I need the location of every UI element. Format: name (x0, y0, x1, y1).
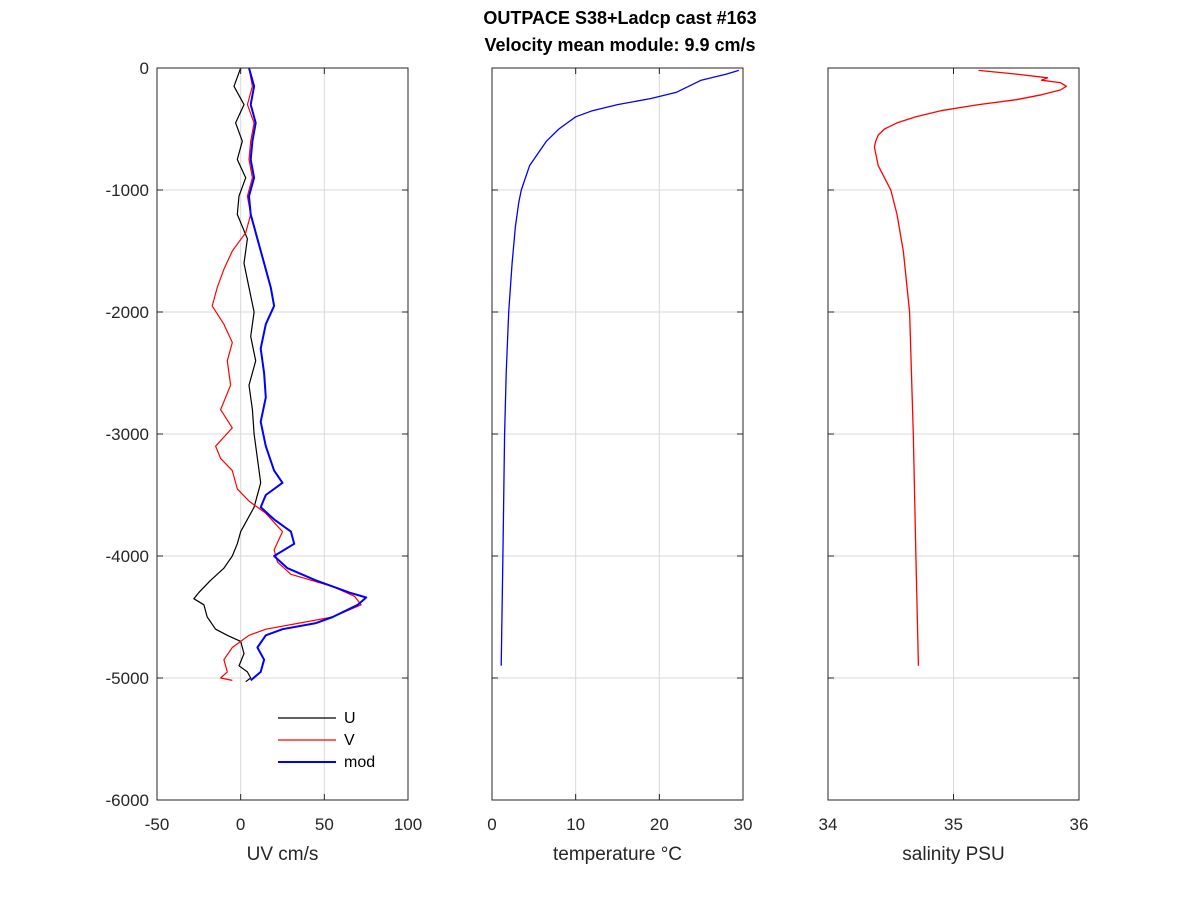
chart-panel-3: 34 35 36 salinity PSU (819, 67, 1089, 865)
chart-panel-2: 0 10 20 30 temperature °C (487, 67, 753, 865)
x-axis-label: temperature °C (553, 844, 682, 865)
x-tick-label: 0 (487, 815, 496, 834)
y-tick-label: -2000 (106, 303, 149, 322)
y-tick-label: -1000 (106, 181, 149, 200)
series-line-u (193, 67, 262, 683)
x-tick-label: 36 (1070, 815, 1089, 834)
series-line-mod (248, 67, 368, 682)
x-axis-label: UV cm/s (247, 844, 319, 865)
y-tick-label: -4000 (106, 547, 149, 566)
legend-label-v: V (344, 732, 355, 749)
series-line-v (211, 67, 362, 681)
x-tick-label: 50 (315, 815, 334, 834)
y-tick-label: -5000 (106, 669, 149, 688)
y-tick-label: 0 (140, 59, 149, 78)
legend-label-u: U (344, 710, 356, 727)
y-tick-label: -6000 (106, 791, 149, 810)
x-tick-label: 34 (819, 815, 838, 834)
legend-label-mod: mod (344, 754, 375, 771)
x-tick-label: 30 (734, 815, 753, 834)
chart-title-line1: OUTPACE S38+Ladcp cast #163 (483, 8, 756, 28)
x-tick-label: -50 (145, 815, 170, 834)
x-tick-label: 35 (944, 815, 963, 834)
x-tick-label: 100 (394, 815, 422, 834)
y-tick-label: -3000 (106, 425, 149, 444)
x-tick-label: 10 (566, 815, 585, 834)
series-line-temperature (500, 69, 739, 666)
plot-panels: -50 0 50 100-6000-5000-4000-3000-2000-10000… (106, 59, 1089, 865)
x-axis-label: salinity PSU (902, 844, 1004, 865)
chart-panel-1: -50 0 50 100 -6000 -5000 -4000 -3000 -2000 -1000 0… (106, 59, 423, 865)
chart-title-line2: Velocity mean module: 9.9 cm/s (484, 35, 755, 55)
x-tick-label: 20 (650, 815, 669, 834)
series-line-salinity (873, 69, 1068, 666)
x-tick-label: 0 (236, 815, 245, 834)
